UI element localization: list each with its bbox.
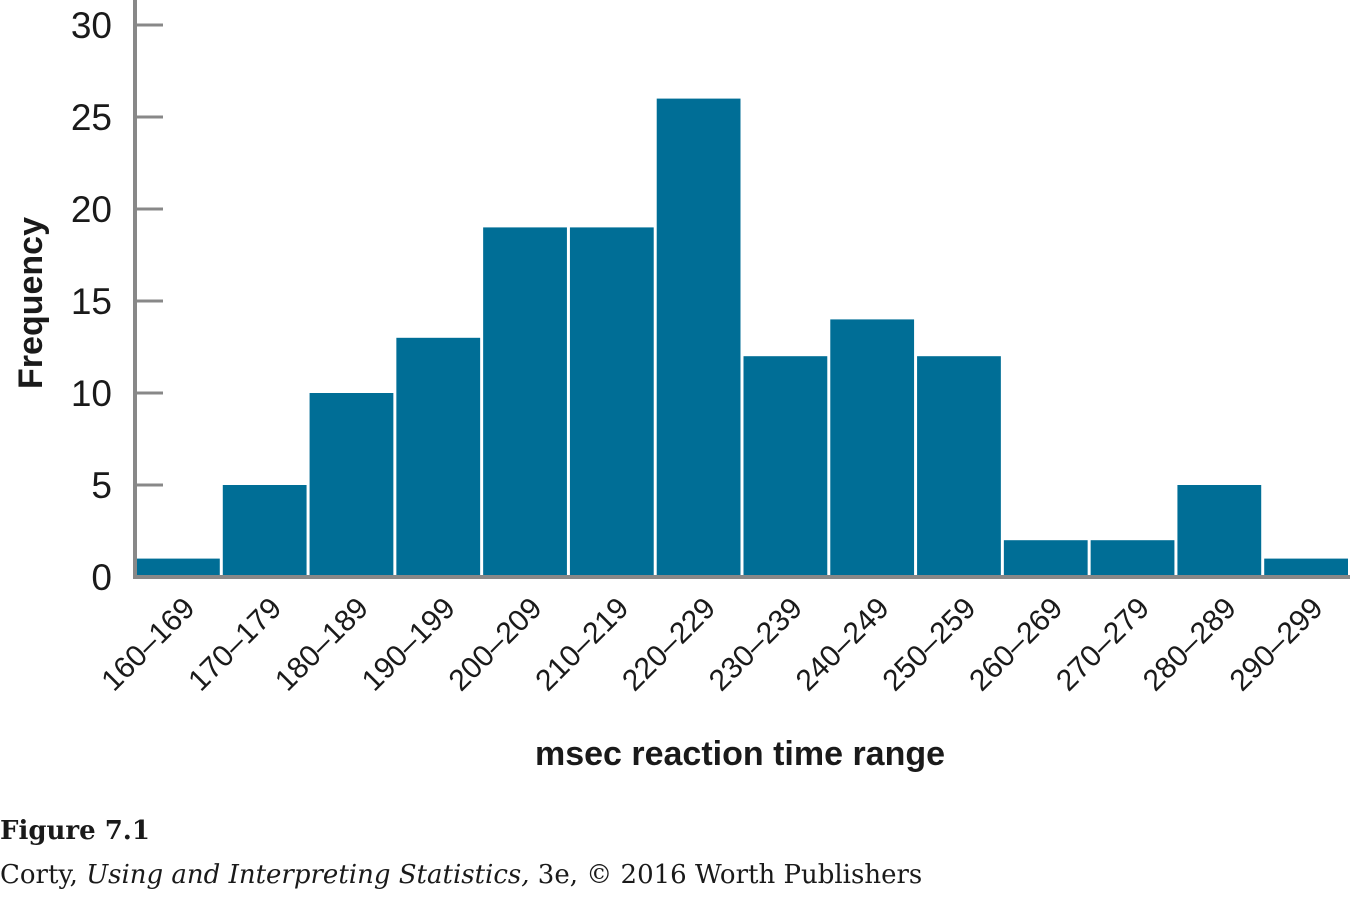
histogram-bar [1003,540,1088,577]
histogram-bar [830,319,915,577]
histogram-bar [743,356,828,577]
bars-group [136,98,1348,577]
x-tick-label: 200–209 [443,592,549,698]
x-tick-label: 280–289 [1137,592,1243,698]
histogram-bar [483,227,567,577]
y-tick-label: 25 [71,97,112,138]
citation-book-title: Using and Interpreting Statistics, [86,860,530,890]
x-tick-label: 270–279 [1050,592,1156,698]
histogram-bar [309,393,394,577]
y-tick-label: 0 [91,557,112,598]
x-tick-label: 160–169 [95,592,201,698]
y-tick-label: 15 [71,281,112,322]
histogram-bar [656,98,741,577]
figure-citation: Corty, Using and Interpreting Statistics… [0,860,922,890]
histogram-bar [569,227,654,577]
citation-rest: 3e, © 2016 Worth Publishers [529,860,923,890]
histogram-bar [1264,558,1348,577]
histogram-bar [136,558,220,577]
x-axis-title: msec reaction time range [535,735,945,773]
y-axis-title: Frequency [12,217,50,389]
x-tick-label: 210–219 [529,592,635,698]
x-axis-tick-labels: 160–169170–179180–189190–199200–209210–2… [95,592,1329,698]
y-tick-label: 30 [71,5,112,46]
y-tick-label: 5 [91,465,112,506]
x-tick-label: 220–229 [616,592,722,698]
x-tick-label: 190–199 [356,592,462,698]
histogram-bar [222,485,307,577]
y-tick-label: 10 [71,373,112,414]
histogram-bar [1090,540,1175,577]
citation-author: Corty, [0,860,78,890]
x-tick-label: 170–179 [182,592,288,698]
figure-number: Figure 7.1 [0,816,150,846]
histogram-chart: 0 5 10 15 20 25 30 160–169170–179180–189190–19… [12,0,1350,773]
histogram-bar [917,356,1001,577]
histogram-bar [1177,485,1262,577]
x-tick-label: 180–189 [269,592,375,698]
y-axis-ticks: 0 5 10 15 20 25 30 [71,5,163,598]
y-tick-label: 20 [71,189,112,230]
histogram-bar [396,337,481,577]
x-tick-label: 240–249 [790,592,896,698]
x-tick-label: 290–299 [1224,592,1330,698]
x-tick-label: 250–259 [876,592,982,698]
x-tick-label: 230–239 [703,592,809,698]
x-tick-label: 260–269 [963,592,1069,698]
